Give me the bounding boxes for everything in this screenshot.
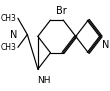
Text: Br: Br bbox=[56, 6, 66, 16]
Text: N: N bbox=[102, 40, 109, 51]
Text: NH: NH bbox=[37, 76, 51, 85]
Text: N: N bbox=[10, 30, 17, 40]
Text: CH3: CH3 bbox=[1, 14, 17, 23]
Text: CH3: CH3 bbox=[1, 43, 17, 52]
